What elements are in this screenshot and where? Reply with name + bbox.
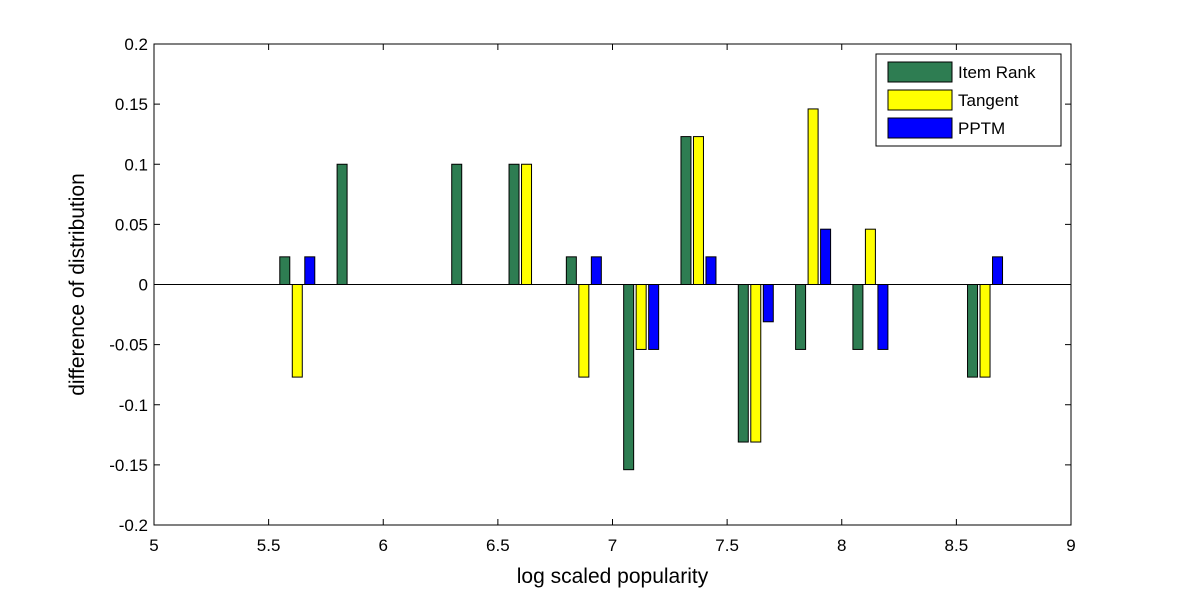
bar-item-rank [451, 163, 463, 285]
bar-pptm [304, 256, 316, 285]
x-tick-label: 9 [1066, 536, 1075, 555]
bar-tangent [979, 284, 991, 378]
x-tick-label: 8.5 [945, 536, 969, 555]
bar-tangent [635, 284, 647, 350]
bar-tangent [750, 284, 762, 443]
bar-pptm [992, 256, 1004, 285]
bar-tangent [807, 108, 819, 285]
x-tick-label: 5.5 [257, 536, 281, 555]
bars-layer [279, 108, 1004, 471]
bar-tangent [291, 284, 303, 378]
bar-item-rank [565, 256, 577, 285]
y-tick-label: 0 [139, 276, 148, 295]
bar-pptm [590, 256, 602, 285]
y-tick-label: 0.05 [115, 215, 148, 234]
y-tick-label: 0.1 [124, 155, 148, 174]
legend: Item Rank Tangent PPTM [875, 53, 1062, 147]
bar-tangent [578, 284, 590, 378]
bar-tangent [692, 136, 704, 285]
bar-item-rank [852, 284, 864, 350]
bar-pptm [762, 284, 774, 323]
x-tick-label: 8 [837, 536, 846, 555]
legend-label: PPTM [958, 119, 1005, 138]
bar-pptm [648, 284, 660, 350]
y-tick-label: -0.1 [119, 396, 148, 415]
y-tick-label: 0.15 [115, 95, 148, 114]
bar-item-rank [967, 284, 979, 378]
y-axis-label: difference of distribution [66, 173, 89, 396]
bar-item-rank [508, 163, 520, 285]
x-tick-label: 6 [379, 536, 388, 555]
bar-item-rank [680, 136, 692, 285]
x-tick-label: 7 [608, 536, 617, 555]
bar-pptm [705, 256, 717, 285]
x-axis-label: log scaled popularity [517, 565, 709, 588]
bar-item-rank [737, 284, 749, 443]
x-axis-ticks: 5 5.5 6 6.5 7 7.5 8 8.5 9 [149, 44, 1076, 555]
bar-pptm [877, 284, 889, 350]
bar-pptm [820, 228, 832, 285]
y-tick-label: -0.2 [119, 516, 148, 535]
y-tick-label: -0.05 [109, 336, 148, 355]
legend-swatch [887, 61, 953, 83]
legend-swatch [887, 89, 953, 111]
x-tick-label: 5 [149, 536, 158, 555]
bar-tangent [864, 228, 876, 285]
legend-label: Tangent [958, 91, 1019, 110]
y-tick-label: -0.15 [109, 456, 148, 475]
legend-swatch [887, 117, 953, 139]
y-axis-ticks: -0.2 -0.15 -0.1 -0.05 0 0.05 0.1 0.15 0.2 [109, 35, 1071, 535]
x-tick-label: 7.5 [715, 536, 739, 555]
y-tick-label: 0.2 [124, 35, 148, 54]
bar-item-rank [623, 284, 635, 471]
legend-label: Item Rank [958, 63, 1036, 82]
bar-item-rank [795, 284, 807, 350]
bar-item-rank [279, 256, 291, 285]
bar-item-rank [336, 163, 348, 285]
bar-tangent [521, 163, 533, 285]
x-tick-label: 6.5 [486, 536, 510, 555]
